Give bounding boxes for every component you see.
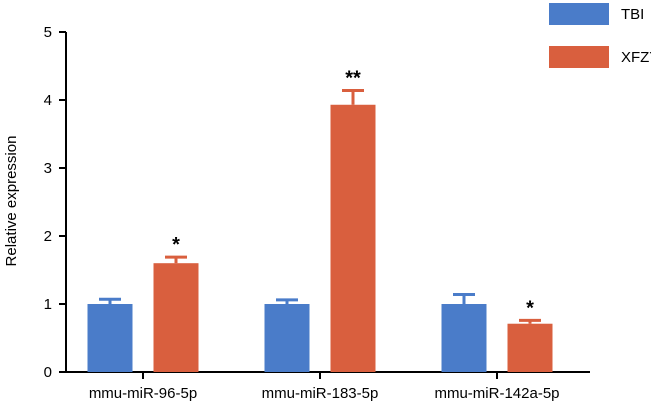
legend-label: TBI	[621, 6, 644, 23]
y-axis-title: Relative expression	[3, 136, 20, 267]
significance-label: *	[172, 234, 180, 256]
y-tick-label: 4	[44, 92, 52, 109]
legend: TBI XFZYD	[549, 3, 651, 68]
x-category-label: mmu-miR-183-5p	[262, 385, 379, 402]
bar	[330, 104, 376, 372]
legend-swatch	[549, 3, 609, 25]
x-category-label: mmu-miR-142a-5p	[434, 385, 559, 402]
y-axis: 0 1 2 3 4 5	[44, 24, 67, 381]
legend-swatch	[549, 46, 609, 68]
y-tick-label: 2	[44, 228, 52, 245]
significance-label: **	[345, 67, 361, 89]
bar	[264, 304, 310, 372]
y-tick-label: 1	[44, 296, 52, 313]
bar	[87, 304, 133, 372]
legend-label: XFZYD	[621, 49, 651, 66]
y-tick-label: 5	[44, 24, 52, 41]
bar	[507, 323, 553, 372]
x-category-label: mmu-miR-96-5p	[89, 385, 197, 402]
significance-label: *	[526, 297, 534, 319]
y-tick-label: 0	[44, 364, 52, 381]
bar	[441, 304, 487, 372]
bars: ****	[87, 67, 553, 372]
y-tick-label: 3	[44, 160, 52, 177]
bar	[153, 263, 199, 372]
x-axis: mmu-miR-96-5p mmu-miR-183-5p mmu-miR-142a-…	[66, 371, 590, 402]
